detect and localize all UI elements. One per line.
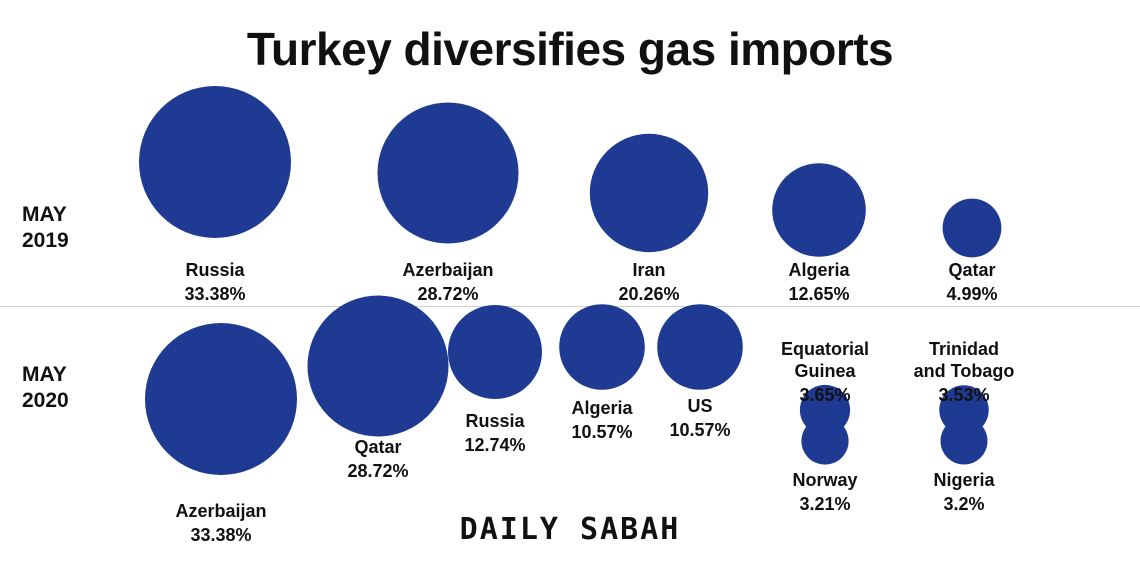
bubble-value-label: 28.72%: [417, 284, 478, 304]
bubble-value-label: 4.99%: [946, 284, 997, 304]
bubble-country-label: Azerbaijan: [175, 501, 266, 521]
bubble-value-label: 12.65%: [788, 284, 849, 304]
bubble-country-label: Algeria: [788, 260, 850, 280]
bubble: [307, 295, 449, 437]
bubble-value-label: 10.57%: [669, 420, 730, 440]
bubble: [772, 163, 866, 257]
bubble-country-label: Qatar: [354, 437, 401, 457]
bubble: [589, 133, 709, 253]
bubble: [145, 323, 297, 475]
bubble: [448, 305, 542, 399]
bubble-value-label: 3.2%: [943, 494, 984, 514]
bubble: [377, 102, 519, 244]
bubble-country-label: Norway: [792, 470, 857, 490]
row-label-may-2019: MAY 2019: [22, 202, 132, 254]
bubble-value-label: 10.57%: [571, 422, 632, 442]
bubble-country-label: Equatorial: [781, 339, 869, 359]
bubble-country-label: Algeria: [571, 398, 633, 418]
section-divider: [0, 306, 1140, 307]
bubble: [559, 304, 645, 390]
bubble-country-label: Qatar: [948, 260, 995, 280]
bubble-country-label: Trinidad: [929, 339, 999, 359]
bubble-country-label: and Tobago: [914, 361, 1015, 381]
bubble: [801, 417, 849, 465]
row-label-line: MAY: [22, 363, 67, 386]
bubble: [940, 417, 988, 465]
chart-title: Turkey diversifies gas imports: [246, 23, 894, 75]
bubble-value-label: 33.38%: [184, 284, 245, 304]
bubble: [139, 86, 291, 238]
bubble-country-label: Russia: [465, 411, 525, 431]
bubble-value-label: 3.65%: [799, 385, 850, 405]
bubble-country-label: Nigeria: [933, 470, 995, 490]
bubble: [657, 304, 743, 390]
bubble-country-label: Iran: [632, 260, 665, 280]
bubble-value-label: 3.21%: [799, 494, 850, 514]
bubble-value-label: 20.26%: [618, 284, 679, 304]
bubble-value-label: 12.74%: [464, 435, 525, 455]
row-label-may-2020: MAY 2020: [22, 362, 132, 414]
row-label-line: MAY: [22, 203, 67, 226]
brand-logo: DAILY SABAH: [459, 512, 681, 547]
bubble-country-label: Azerbaijan: [402, 260, 493, 280]
bubble-country-label: US: [687, 396, 712, 416]
bubble: [942, 198, 1002, 258]
bubble-value-label: 3.53%: [938, 385, 989, 405]
row-label-line: 2020: [22, 389, 69, 412]
row-label-line: 2019: [22, 229, 69, 252]
bubble-value-label: 28.72%: [347, 461, 408, 481]
bubble-country-label: Guinea: [794, 361, 856, 381]
bubble-value-label: 33.38%: [190, 525, 251, 545]
bubble-country-label: Russia: [185, 260, 245, 280]
